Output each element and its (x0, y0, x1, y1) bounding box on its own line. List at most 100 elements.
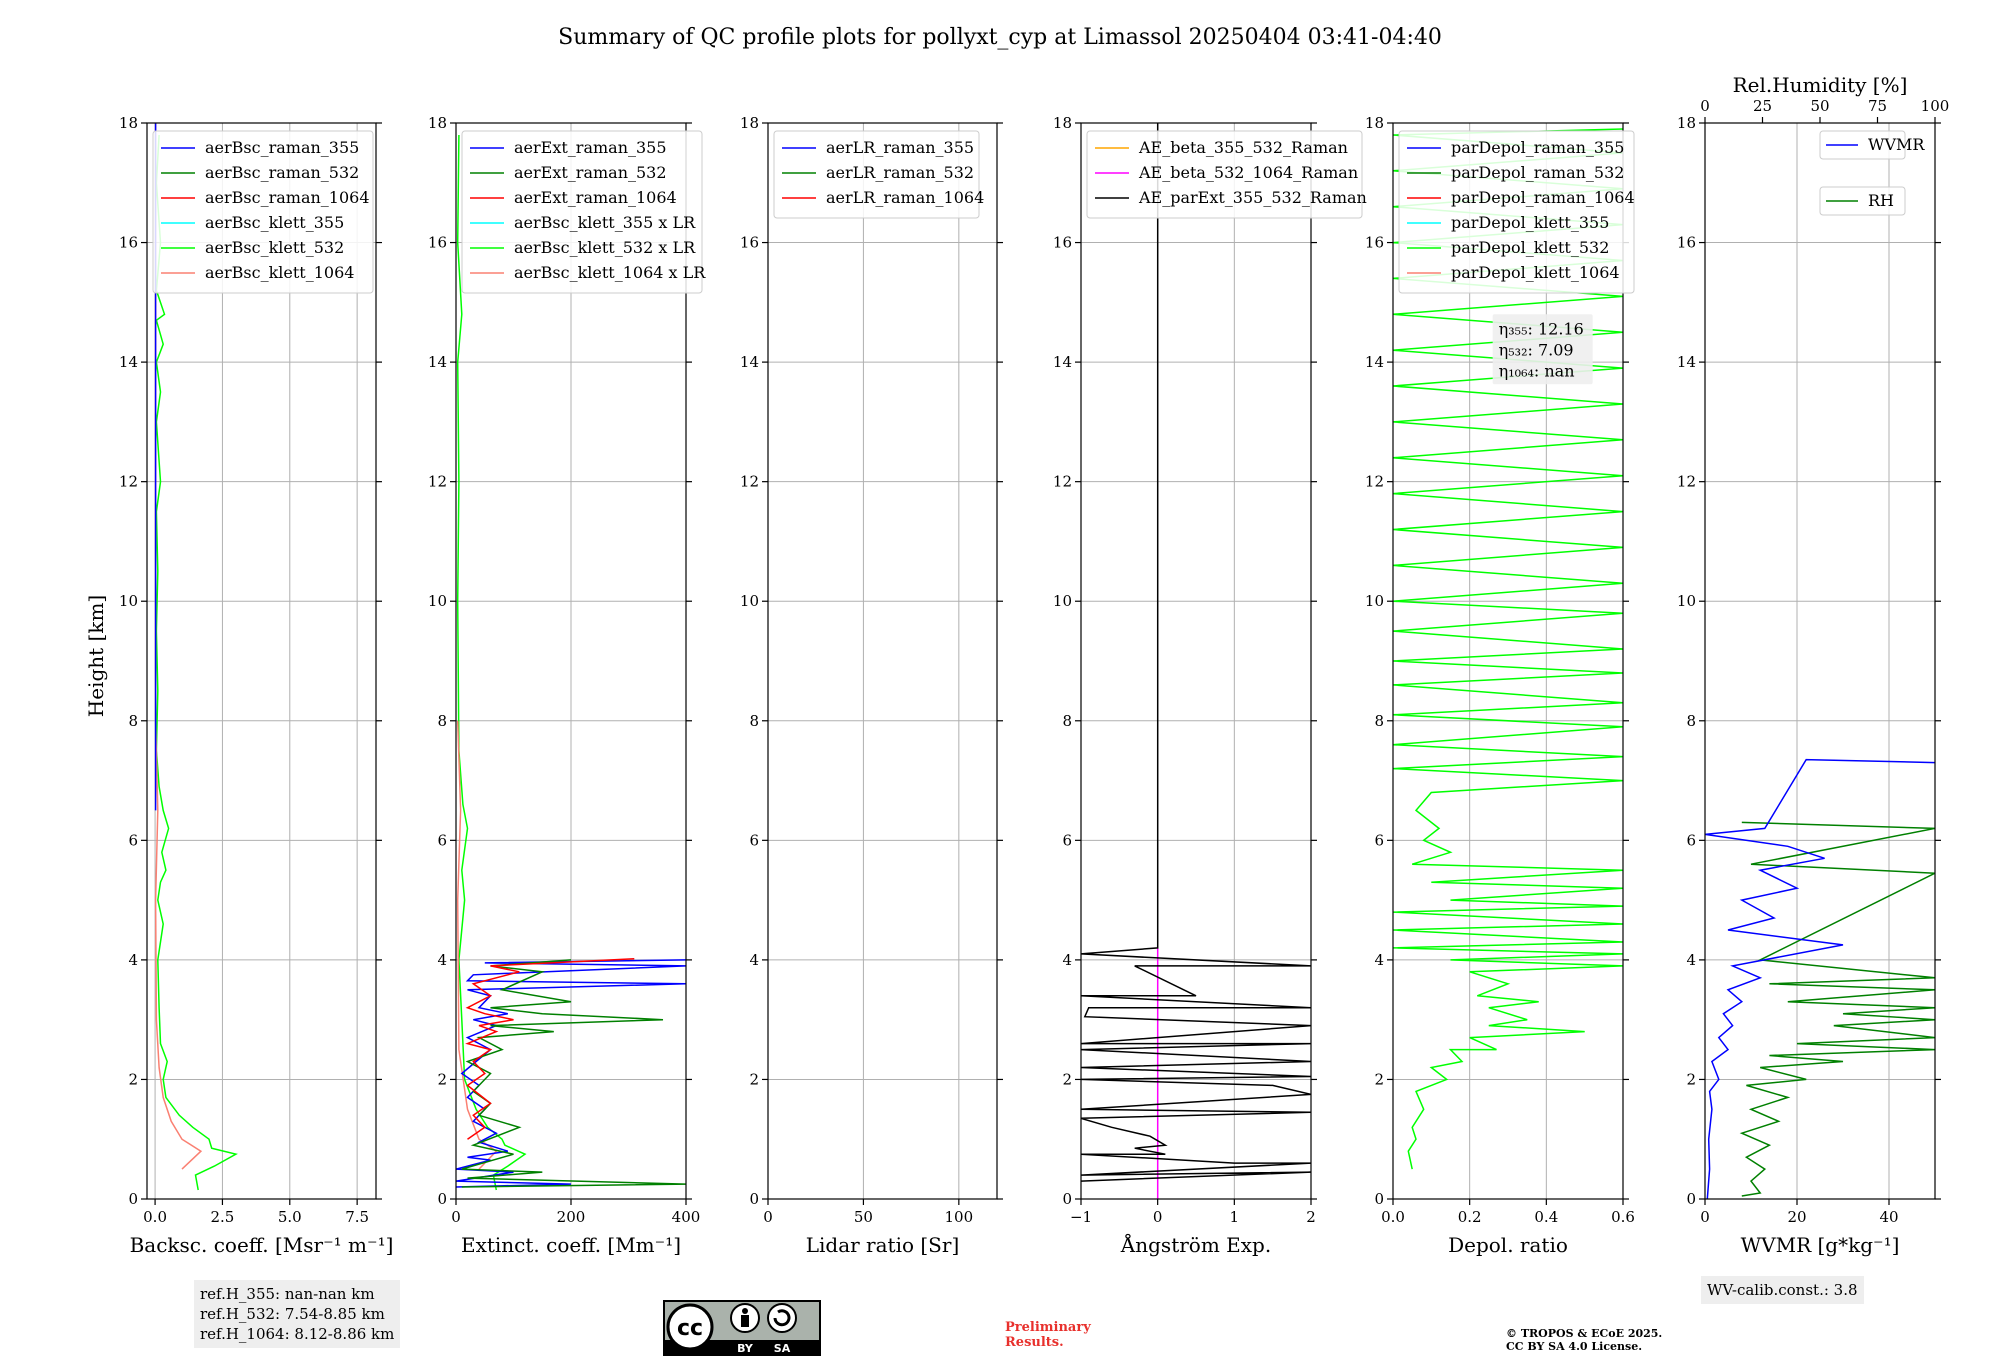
ytick-label: 4 (749, 951, 759, 969)
legend-label: aerBsc_raman_532 (205, 163, 359, 182)
xaxis-label: Backsc. coeff. [Msr⁻¹ m⁻¹] (130, 1233, 394, 1257)
copyright-line-1: © TROPOS & ECoE 2025. (1506, 1327, 1663, 1340)
wv-calib-text: WV-calib.const.: 3.8 (1707, 1281, 1858, 1299)
figure-title: Summary of QC profile plots for pollyxt_… (558, 25, 1442, 50)
legend-label: aerBsc_klett_355 (205, 213, 344, 232)
xtick-label: −1 (1070, 1208, 1092, 1226)
legend-label: RH (1868, 191, 1894, 210)
ytick-label: 0 (437, 1190, 447, 1208)
ytick-label: 10 (119, 592, 138, 610)
ytick-label: 14 (119, 353, 138, 371)
ytick-label: 18 (428, 114, 447, 132)
xtick-label: 20 (1787, 1208, 1806, 1226)
axes-frame (146, 122, 377, 1200)
eta-label: η₃₅₅: 12.16 (1499, 319, 1584, 338)
axes-frame (1080, 122, 1312, 1200)
eta-label: η₁₀₆₄: nan (1499, 361, 1575, 380)
ytick-label: 10 (428, 592, 447, 610)
panel-depol: 0 2 4 6 8 10 12 14 16 18 0.0 0.2 0.4 0.6 Depol. ratio p… (1365, 114, 1635, 1257)
legend-label: parDepol_klett_1064 (1451, 263, 1620, 282)
legend-label: AE_beta_532_1064_Raman (1138, 163, 1358, 182)
xtick-label: 2 (1306, 1208, 1316, 1226)
ytick-label: 14 (1677, 353, 1696, 371)
axes-frame (767, 122, 998, 1200)
ytick-label: 2 (128, 1070, 138, 1088)
xtick-label: 400 (672, 1208, 701, 1226)
ytick-label: 18 (119, 114, 138, 132)
ytick-label: 12 (428, 473, 447, 491)
ytick-label: 12 (1677, 473, 1696, 491)
ytick-label: 18 (1365, 114, 1384, 132)
preliminary-line-1: Preliminary (1005, 1320, 1091, 1335)
ytick-label: 16 (119, 234, 138, 252)
legend-label: parDepol_raman_1064 (1451, 188, 1635, 207)
ytick-label: 6 (1062, 831, 1072, 849)
ytick-label: 14 (1053, 353, 1072, 371)
ytick-label: 0 (1062, 1190, 1072, 1208)
preliminary-line-2: Results. (1005, 1335, 1064, 1350)
ytick-label: 12 (740, 473, 759, 491)
ytick-label: 10 (1677, 592, 1696, 610)
xtick-label: 2.5 (211, 1208, 235, 1226)
xtick-label: 0 (1700, 1208, 1710, 1226)
legend-box (1398, 130, 1635, 294)
ref-height-355: ref.H_355: nan-nan km (200, 1285, 375, 1303)
xtick-label: 0 (451, 1208, 461, 1226)
series-aerBsc_klett_1064 x LR (456, 720, 498, 1170)
legend-label: aerBsc_klett_532 x LR (514, 238, 696, 257)
xtick-label: 0 (763, 1208, 773, 1226)
legend-box (773, 130, 980, 219)
ytick-label: 0 (128, 1190, 138, 1208)
eta-label: η₅₃₂: 7.09 (1499, 340, 1574, 359)
cc-by-text: BY (737, 1342, 754, 1355)
series-AE_parExt_355_532_Raman (1081, 123, 1311, 1182)
ytick-label: 2 (1686, 1070, 1696, 1088)
ytick-label: 10 (740, 592, 759, 610)
series-WVMR (1705, 758, 1935, 1199)
panel-bsc: 0 2 4 6 8 10 12 14 16 18 0.0 2.5 5.0 7.5 Backsc. coeff… (119, 114, 393, 1257)
ref-height-box: ref.H_355: nan-nan km ref.H_532: 7.54-8.… (194, 1280, 401, 1348)
xtick-label: 0 (1153, 1208, 1163, 1226)
ytick-label: 14 (740, 353, 759, 371)
xtick-label: 0.6 (1611, 1208, 1635, 1226)
series-aerExt_raman_355 (456, 959, 686, 1188)
ytick-label: 12 (119, 473, 138, 491)
ytick-label: 4 (1062, 951, 1072, 969)
ytick-label: 10 (1053, 592, 1072, 610)
xtick-label: 100 (945, 1208, 974, 1226)
top-xtick-label: 0 (1700, 97, 1710, 115)
xtick-label: 0.4 (1534, 1208, 1558, 1226)
cc-text: cc (677, 1316, 703, 1341)
ytick-label: 6 (1686, 831, 1696, 849)
series-aerExt_raman_532 (461, 959, 686, 1188)
top-xaxis-label: Rel.Humidity [%] (1733, 73, 1908, 97)
legend-box (1086, 130, 1363, 219)
series-RH (1739, 821, 1935, 1197)
panel-ext: 0 2 4 6 8 10 12 14 16 18 0 200 400 Extinct. coeff. [M… (428, 114, 706, 1257)
cc-license-logo: cc BY SA (663, 1300, 821, 1360)
xaxis-label: Extinct. coeff. [Mm⁻¹] (461, 1233, 681, 1257)
ytick-label: 8 (1374, 712, 1384, 730)
legend-label: AE_beta_355_532_Raman (1138, 138, 1348, 157)
ytick-label: 18 (740, 114, 759, 132)
legend-label: WVMR (1868, 135, 1925, 154)
xtick-label: 50 (854, 1208, 873, 1226)
ytick-label: 12 (1053, 473, 1072, 491)
series-aerBsc_klett_1064 (154, 123, 203, 1170)
copyright-note: © TROPOS & ECoE 2025. CC BY SA 4.0 Licen… (1506, 1327, 1662, 1353)
top-xtick-label: 50 (1810, 97, 1829, 115)
xtick-label: 40 (1879, 1208, 1898, 1226)
ytick-label: 4 (128, 951, 138, 969)
legend-label: aerLR_raman_355 (826, 138, 974, 157)
top-xtick-label: 75 (1868, 97, 1887, 115)
ytick-label: 0 (1686, 1190, 1696, 1208)
xtick-label: 0.0 (143, 1208, 167, 1226)
xaxis-label: Depol. ratio (1448, 1233, 1568, 1257)
series-aerExt_raman_1064 (465, 957, 635, 1140)
top-xtick-label: 100 (1921, 97, 1950, 115)
legend-label: aerBsc_klett_355 x LR (514, 213, 696, 232)
legend-label: parDepol_raman_355 (1451, 138, 1624, 157)
xaxis-label: Lidar ratio [Sr] (806, 1233, 960, 1257)
